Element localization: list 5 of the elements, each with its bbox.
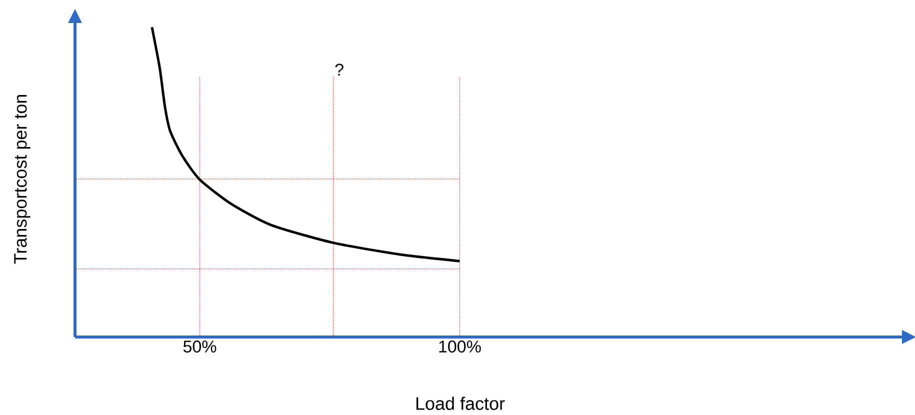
x-tick-label: 100%: [439, 340, 481, 353]
y-axis-title: Transportcost per ton: [14, 94, 30, 264]
x-axis-title: Load factor: [416, 396, 505, 410]
x-tick-label: 50%: [183, 340, 216, 353]
ref-line-label: ?: [335, 64, 344, 76]
